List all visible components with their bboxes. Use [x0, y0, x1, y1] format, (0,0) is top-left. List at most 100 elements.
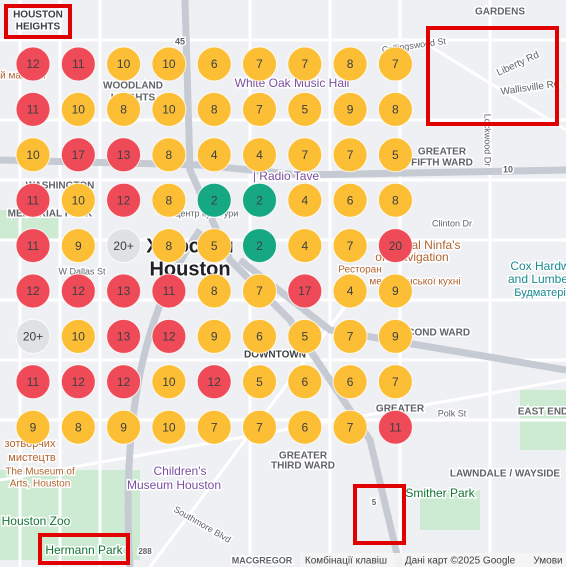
- cluster-marker: 10: [60, 182, 96, 218]
- cluster-circle: [287, 273, 323, 309]
- map-label: Houston Zoo: [2, 514, 71, 528]
- cluster-count: 8: [75, 420, 82, 434]
- cluster-circle: [106, 318, 142, 354]
- cluster-marker: 10: [106, 46, 142, 82]
- cluster-count: 6: [347, 375, 354, 389]
- cluster-marker: 10: [60, 91, 96, 127]
- cluster-count: 7: [301, 148, 308, 162]
- cluster-count: 4: [301, 239, 308, 253]
- cluster-count: 11: [27, 103, 40, 117]
- cluster-circle: [242, 137, 277, 173]
- cluster-marker: 5: [377, 137, 413, 173]
- map-label: GARDENS: [475, 7, 525, 18]
- cluster-count: 7: [347, 330, 354, 344]
- cluster-marker: 13: [106, 137, 142, 173]
- cluster-count: 2: [256, 239, 263, 253]
- cluster-circle: [151, 273, 187, 309]
- cluster-count: 7: [256, 420, 263, 434]
- cluster-count: 20+: [23, 330, 43, 344]
- cluster-circle: [15, 46, 51, 82]
- cluster-count: 6: [211, 57, 218, 71]
- cluster-circle: [332, 409, 368, 445]
- map-label: Будматері: [514, 287, 566, 299]
- cluster-circle: [196, 273, 232, 309]
- cluster-circle: [332, 318, 368, 354]
- cluster-count: 5: [301, 103, 308, 117]
- cluster-marker: 7: [332, 228, 368, 264]
- cluster-circle: [106, 137, 142, 173]
- cluster-marker: 7: [377, 364, 413, 400]
- map-label: HOUSTON: [13, 10, 63, 21]
- cluster-circle: [196, 228, 232, 264]
- map-label: Polk St: [438, 408, 467, 418]
- cluster-circle: [106, 409, 142, 445]
- cluster-circle: [151, 318, 187, 354]
- cluster-marker: 20: [377, 228, 413, 264]
- cluster-marker: 7: [332, 318, 368, 354]
- cluster-marker: 12: [15, 46, 51, 82]
- cluster-marker: 11: [377, 409, 413, 445]
- cluster-circle: [106, 182, 142, 218]
- cluster-marker: 9: [332, 91, 368, 127]
- cluster-circle: [332, 364, 368, 400]
- cluster-marker: 2: [242, 228, 277, 264]
- footer-link: Дані карт ©2025 Google: [405, 556, 516, 567]
- cluster-circle: [151, 364, 187, 400]
- cluster-circle: [60, 182, 96, 218]
- cluster-circle: [196, 409, 232, 445]
- cluster-marker: 11: [151, 273, 187, 309]
- cluster-count: 6: [347, 193, 354, 207]
- cluster-circle: [60, 91, 96, 127]
- cluster-circle: [287, 182, 323, 218]
- map-label: Hermann Park: [45, 543, 123, 557]
- cluster-count: 11: [27, 239, 40, 253]
- cluster-count: 9: [392, 284, 399, 298]
- cluster-marker: 8: [151, 137, 187, 173]
- cluster-marker: 5: [242, 364, 277, 400]
- cluster-circle: [151, 137, 187, 173]
- cluster-count: 12: [26, 57, 40, 71]
- cluster-marker: 11: [15, 91, 51, 127]
- cluster-marker: 12: [106, 182, 142, 218]
- cluster-count: 6: [301, 375, 308, 389]
- cluster-circle: [151, 409, 187, 445]
- cluster-count: 12: [72, 284, 86, 298]
- cluster-circle: [242, 273, 277, 309]
- cluster-circle: [60, 364, 96, 400]
- cluster-circle: [332, 228, 368, 264]
- cluster-marker: 4: [196, 137, 232, 173]
- cluster-count: 10: [162, 420, 176, 434]
- cluster-marker: 12: [106, 364, 142, 400]
- map-label: GREATER: [279, 451, 328, 462]
- cluster-count: 10: [72, 193, 86, 207]
- cluster-count: 9: [211, 330, 218, 344]
- cluster-count: 11: [389, 420, 402, 434]
- cluster-circle: [242, 409, 277, 445]
- cluster-marker: 9: [196, 318, 232, 354]
- cluster-marker: 17: [60, 137, 96, 173]
- cluster-circle: [196, 46, 232, 82]
- cluster-count: 17: [298, 284, 312, 298]
- cluster-count: 8: [211, 284, 218, 298]
- cluster-count: 7: [256, 57, 263, 71]
- cluster-count: 2: [256, 193, 263, 207]
- cluster-circle: [106, 364, 142, 400]
- cluster-count: 13: [117, 148, 131, 162]
- cluster-count: 9: [347, 103, 354, 117]
- cluster-count: 10: [162, 375, 176, 389]
- cluster-marker: 12: [60, 273, 96, 309]
- cluster-count: 20+: [113, 239, 133, 253]
- cluster-circle: [60, 409, 96, 445]
- cluster-circle: [60, 273, 96, 309]
- cluster-marker: 13: [106, 273, 142, 309]
- cluster-circle: [287, 364, 323, 400]
- map-label: Museum Houston: [127, 478, 221, 492]
- cluster-marker: 4: [287, 182, 323, 218]
- cluster-marker: 8: [151, 182, 187, 218]
- cluster-count: 8: [392, 193, 399, 207]
- map-label: MACGREGOR: [232, 555, 293, 565]
- cluster-circle: [377, 364, 413, 400]
- cluster-circle: [15, 273, 51, 309]
- cluster-circle: [287, 228, 323, 264]
- cluster-marker: 7: [377, 46, 413, 82]
